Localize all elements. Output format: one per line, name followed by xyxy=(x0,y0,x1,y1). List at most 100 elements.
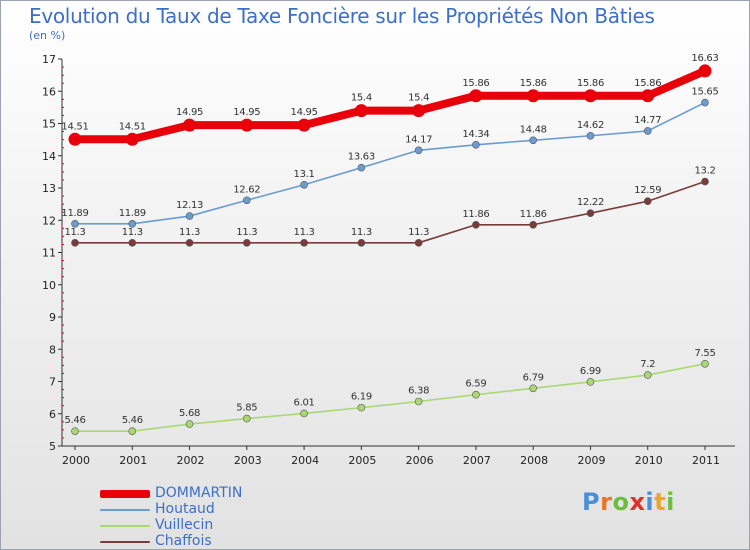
data-point xyxy=(643,127,652,135)
data-label: 11.3 xyxy=(236,227,257,238)
data-point xyxy=(71,427,79,435)
data-label: 14.62 xyxy=(577,120,604,131)
data-label: 15.4 xyxy=(408,93,429,104)
data-point xyxy=(472,390,480,399)
y-tick-label: 9 xyxy=(49,311,56,324)
logo-letter: i xyxy=(666,488,675,516)
legend-swatch xyxy=(100,509,150,511)
data-label: 11.86 xyxy=(520,209,547,220)
data-label: 11.89 xyxy=(61,208,88,219)
legend-label: Houtaud xyxy=(155,501,215,517)
data-label: 13.1 xyxy=(294,169,315,180)
proxiti-logo: Proxiti xyxy=(582,488,675,516)
data-label: 12.62 xyxy=(233,184,260,195)
data-point xyxy=(526,89,540,103)
legend-label: Chaffois xyxy=(155,533,212,549)
data-point xyxy=(586,209,595,217)
data-label: 14.17 xyxy=(405,134,432,145)
data-point xyxy=(701,359,709,368)
data-label: 14.77 xyxy=(634,115,661,126)
data-point xyxy=(412,104,426,118)
data-label: 11.3 xyxy=(408,227,429,238)
data-label: 12.59 xyxy=(634,185,661,196)
chart-axes: 5 6 7 8 9 10 11 12 13 14 15 16 17 2000 2001 2002 2003 200… xyxy=(42,53,735,467)
data-label: 5.46 xyxy=(122,415,143,426)
x-tick-label: 2000 xyxy=(62,454,90,467)
data-point xyxy=(297,118,311,132)
data-label: 14.48 xyxy=(520,124,547,135)
x-tick-label: 2005 xyxy=(348,454,376,467)
series-line-dommartin xyxy=(71,66,709,144)
y-tick-label: 8 xyxy=(49,343,56,356)
data-label: 7.2 xyxy=(640,359,655,370)
chart-series xyxy=(68,64,712,435)
data-label: 15.86 xyxy=(577,78,604,89)
y-tick-label: 6 xyxy=(49,408,56,421)
data-point xyxy=(240,118,254,132)
data-label: 7.55 xyxy=(694,348,715,359)
data-label: 11.89 xyxy=(119,208,146,219)
x-tick-label: 2004 xyxy=(291,454,319,467)
data-label: 11.3 xyxy=(122,227,143,238)
data-label: 14.34 xyxy=(462,129,489,140)
y-tick-label: 15 xyxy=(42,118,56,131)
data-label: 15.65 xyxy=(691,87,718,98)
data-label: 6.38 xyxy=(408,385,429,396)
data-point xyxy=(586,378,595,386)
data-point xyxy=(128,219,137,228)
legend-swatch xyxy=(100,490,150,498)
data-point xyxy=(641,89,655,103)
data-point xyxy=(243,196,251,205)
data-point xyxy=(701,98,709,107)
chart-title: Evolution du Taux de Taxe Foncière sur l… xyxy=(29,4,655,28)
data-point xyxy=(128,239,137,247)
x-tick-label: 2011 xyxy=(692,454,720,467)
data-point xyxy=(529,384,537,393)
data-point xyxy=(185,420,194,428)
y-tick-label: 16 xyxy=(42,85,56,98)
y-tick-label: 12 xyxy=(42,214,56,227)
data-point xyxy=(472,220,480,229)
data-point xyxy=(529,220,537,229)
logo-letter: i xyxy=(645,488,655,516)
series-line-vuillecin xyxy=(74,362,706,432)
data-point xyxy=(185,239,194,247)
data-point xyxy=(414,146,423,155)
data-label: 6.59 xyxy=(465,379,486,390)
data-point xyxy=(71,219,79,228)
data-label: 14.95 xyxy=(176,107,203,118)
data-point xyxy=(357,239,366,247)
y-tick-label: 14 xyxy=(42,150,56,163)
logo-letter: P xyxy=(582,488,601,516)
data-label: 13.63 xyxy=(348,152,375,163)
data-label: 5.85 xyxy=(236,403,257,414)
data-label: 11.86 xyxy=(462,209,489,220)
x-tick-label: 2002 xyxy=(177,454,205,467)
data-point xyxy=(357,163,366,172)
data-label: 14.95 xyxy=(233,107,260,118)
data-point xyxy=(68,132,82,146)
data-point xyxy=(300,180,308,189)
data-label: 12.22 xyxy=(577,197,604,208)
data-label: 12.13 xyxy=(176,200,203,211)
series-line-houtaud xyxy=(74,101,706,225)
data-point xyxy=(183,118,197,132)
logo-letter: x xyxy=(629,488,646,516)
data-point xyxy=(185,212,194,220)
data-label: 11.3 xyxy=(351,227,372,238)
y-tick-label: 13 xyxy=(42,182,56,195)
x-tick-label: 2009 xyxy=(577,454,605,467)
y-tick-label: 17 xyxy=(42,53,56,66)
data-point xyxy=(128,427,137,435)
data-label: 13.2 xyxy=(694,166,715,177)
data-label: 5.46 xyxy=(64,415,85,426)
data-point xyxy=(529,136,537,145)
y-tick-label: 11 xyxy=(42,247,56,260)
data-point xyxy=(125,132,139,146)
legend-label: DOMMARTIN xyxy=(155,485,243,501)
data-point xyxy=(71,239,79,247)
data-label: 6.19 xyxy=(351,392,372,403)
data-point xyxy=(472,140,480,149)
data-label: 14.51 xyxy=(61,121,88,132)
data-point xyxy=(300,239,308,247)
